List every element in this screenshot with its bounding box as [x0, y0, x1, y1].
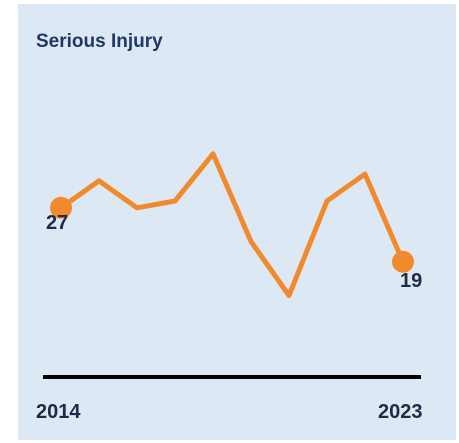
end-value-label: 19 — [400, 270, 422, 292]
chart-title: Serious Injury — [36, 31, 163, 52]
start-value-label: 27 — [46, 212, 68, 234]
x-tick-start: 2014 — [36, 401, 81, 423]
x-tick-end: 2023 — [378, 401, 423, 423]
end-point-marker — [392, 250, 414, 273]
chart-card — [18, 4, 456, 440]
start-point-marker — [50, 196, 72, 219]
series-line — [58, 151, 406, 298]
